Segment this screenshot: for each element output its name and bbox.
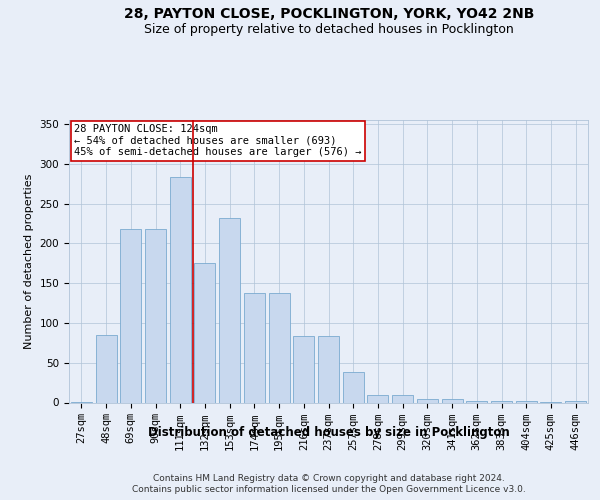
Bar <box>293 336 314 402</box>
Text: Size of property relative to detached houses in Pocklington: Size of property relative to detached ho… <box>144 22 514 36</box>
Bar <box>120 229 141 402</box>
Bar <box>392 394 413 402</box>
Bar <box>565 401 586 402</box>
Bar <box>145 229 166 402</box>
Text: 28 PAYTON CLOSE: 124sqm
← 54% of detached houses are smaller (693)
45% of semi-d: 28 PAYTON CLOSE: 124sqm ← 54% of detache… <box>74 124 362 158</box>
Bar <box>95 335 116 402</box>
Bar <box>170 178 191 402</box>
Bar <box>466 401 487 402</box>
Text: Contains HM Land Registry data © Crown copyright and database right 2024.: Contains HM Land Registry data © Crown c… <box>153 474 505 483</box>
Bar <box>516 401 537 402</box>
Bar <box>244 292 265 403</box>
Bar <box>343 372 364 402</box>
Bar <box>194 263 215 402</box>
Bar <box>219 218 240 402</box>
Bar <box>417 398 438 402</box>
Text: 28, PAYTON CLOSE, POCKLINGTON, YORK, YO42 2NB: 28, PAYTON CLOSE, POCKLINGTON, YORK, YO4… <box>124 8 534 22</box>
Bar <box>442 398 463 402</box>
Text: Contains public sector information licensed under the Open Government Licence v3: Contains public sector information licen… <box>132 485 526 494</box>
Bar <box>491 401 512 402</box>
Text: Distribution of detached houses by size in Pocklington: Distribution of detached houses by size … <box>148 426 509 439</box>
Bar <box>318 336 339 402</box>
Bar <box>367 394 388 402</box>
Y-axis label: Number of detached properties: Number of detached properties <box>24 174 34 349</box>
Bar <box>269 292 290 403</box>
